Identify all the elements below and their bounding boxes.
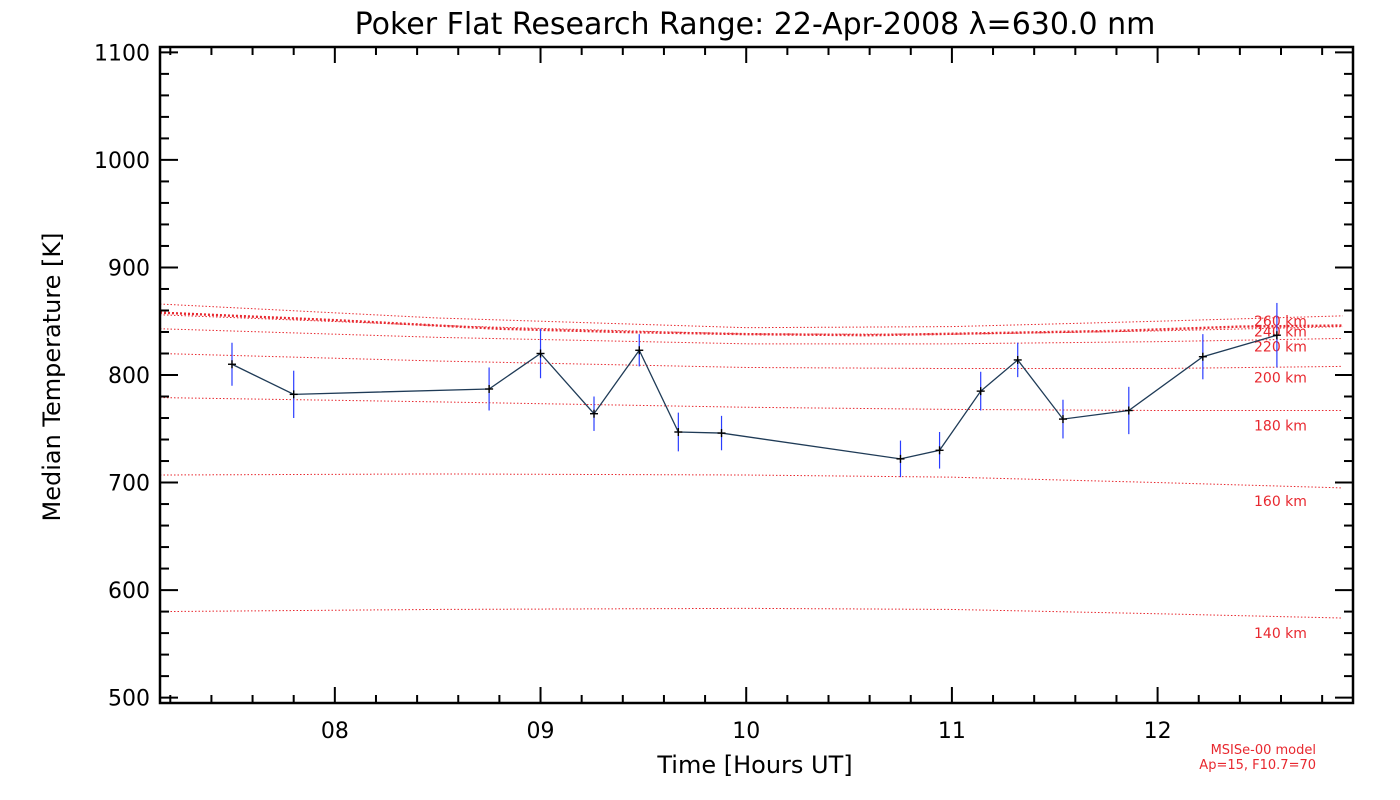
model-note-line1: MSISe-00 model [1211,743,1316,758]
model-curve-label: 180 km [1254,418,1307,434]
y-tick-label: 600 [108,579,150,604]
model-curve-label: 240 km [1254,325,1307,341]
measurement-series [227,302,1281,478]
x-tick-label: 10 [732,719,760,744]
model-curve-label: 140 km [1254,626,1307,642]
x-tick-label: 08 [321,719,349,744]
model-curve-line [159,473,1343,489]
model-curve-line [159,314,1343,335]
x-tick-label: 09 [527,719,555,744]
y-axis-label: Median Temperature [K] [38,232,66,521]
plot-frame [158,45,1355,705]
y-tick-label: 1000 [94,149,150,174]
model-curve-line [159,328,1343,345]
x-tick-label: 11 [938,719,966,744]
y-tick-label: 800 [108,364,150,389]
y-tick-label: 900 [108,256,150,281]
model-curve-label: 220 km [1254,339,1307,355]
model-curve-label: 160 km [1254,494,1307,510]
model-curve-line [159,607,1343,619]
chart-title: Poker Flat Research Range: 22-Apr-2008 λ… [355,7,1156,42]
model-note-line2: Ap=15, F10.7=70 [1199,758,1316,773]
axes: 08 09 10 11 12 500 600 700 800 900 1000 1100 [94,41,1355,744]
x-tick-label: 12 [1144,719,1172,744]
model-curve-line [159,303,1343,329]
y-tick-label: 1100 [94,41,150,66]
x-axis-label: Time [Hours UT] [656,751,852,779]
measurement-line [231,334,1278,460]
model-curve-line [159,397,1343,411]
model-curve-label: 200 km [1254,370,1307,386]
y-tick-label: 700 [108,472,150,497]
model-curve-line [159,352,1343,370]
model-curve-label: 260 km [1254,314,1307,330]
y-tick-label: 500 [108,687,150,712]
model-thick-curve [159,311,1343,337]
